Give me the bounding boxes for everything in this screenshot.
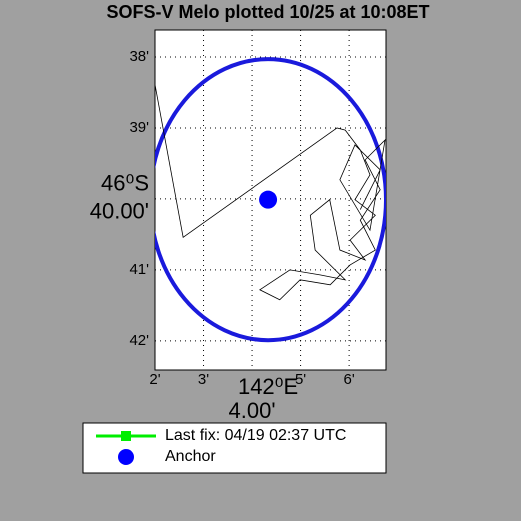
- x-tick-label: 5': [295, 371, 306, 388]
- x-tick-label: 4.00': [229, 398, 276, 423]
- legend-label: Last fix: 04/19 02:37 UTC: [165, 427, 346, 444]
- legend-marker: [118, 449, 134, 465]
- legend-box: [82, 422, 387, 474]
- plot-marks: [155, 57, 386, 343]
- anchor-marker: [259, 190, 278, 209]
- track-line: [155, 84, 386, 301]
- x-axis-label: 142⁰E: [238, 374, 298, 399]
- y-tick-label: 39': [129, 119, 149, 136]
- legend: Last fix: 04/19 02:37 UTC Anchor: [96, 427, 346, 465]
- y-tick-label: 38': [129, 48, 149, 65]
- legend-marker: [121, 431, 131, 441]
- x-tick-label: 6': [344, 371, 355, 388]
- chart-title: SOFS-V Melo plotted 10/25 at 10:08ET: [106, 2, 429, 22]
- y-tick-label: 41': [129, 261, 149, 278]
- y-tick-label: 42': [129, 332, 149, 349]
- y-axis-label: 46⁰S: [101, 171, 149, 196]
- y-tick-label: 40.00': [90, 199, 149, 224]
- legend-label: Anchor: [165, 448, 216, 465]
- x-tick-label: 3': [198, 371, 209, 388]
- x-tick-label: 2': [149, 371, 160, 388]
- watch-circle: [155, 57, 386, 343]
